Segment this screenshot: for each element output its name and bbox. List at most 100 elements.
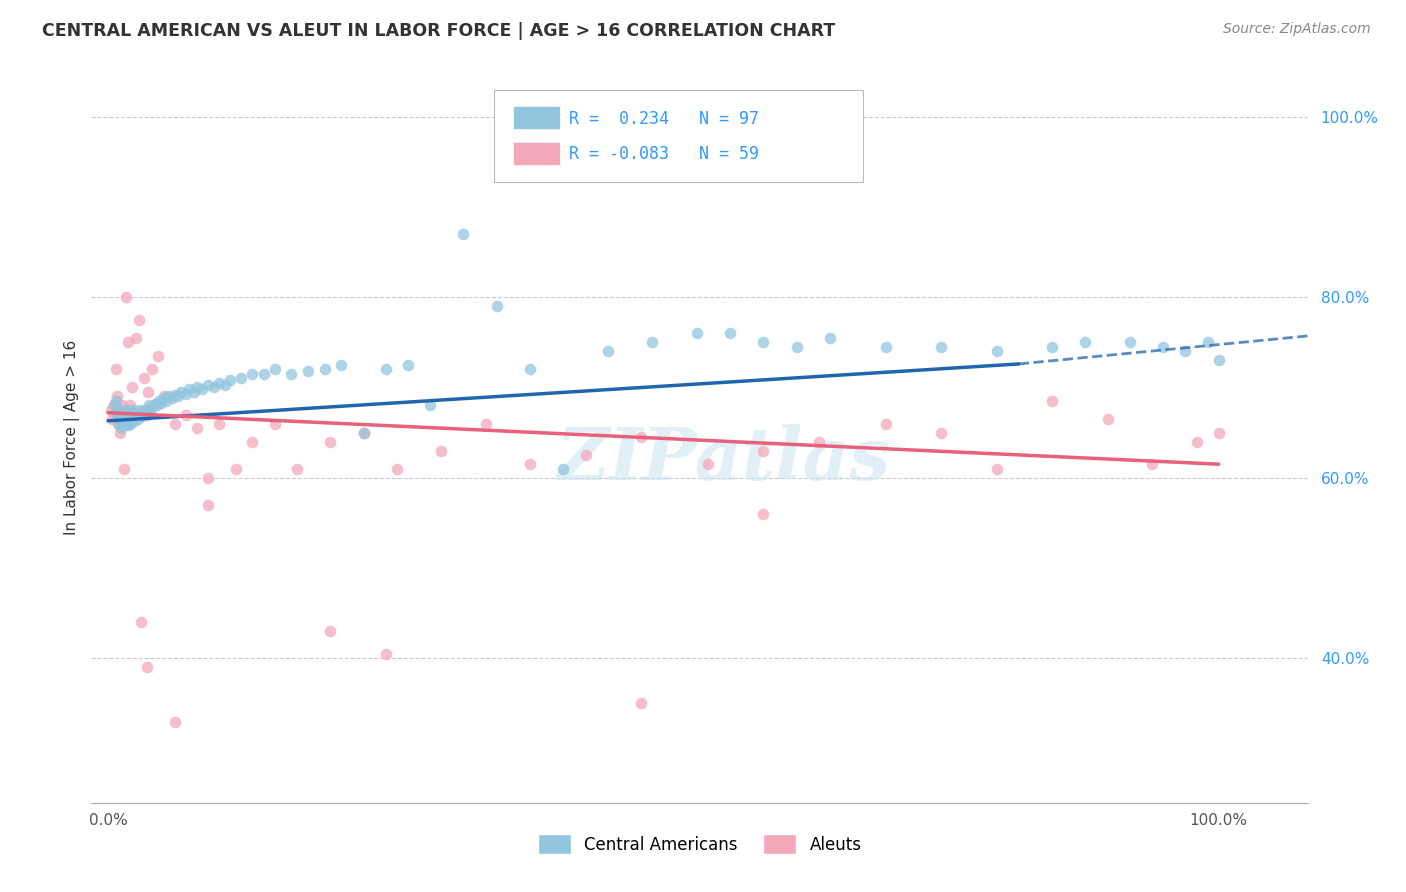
- Point: [104, 394, 127, 409]
- Point: [163, 417, 186, 431]
- Point: [285, 461, 308, 475]
- Point: [111, 399, 134, 413]
- Point: [197, 498, 219, 512]
- Point: [174, 386, 197, 401]
- Point: [139, 406, 162, 420]
- Point: [641, 335, 664, 350]
- Point: [1208, 425, 1230, 440]
- Point: [630, 430, 652, 444]
- Text: CENTRAL AMERICAN VS ALEUT IN LABOR FORCE | AGE > 16 CORRELATION CHART: CENTRAL AMERICAN VS ALEUT IN LABOR FORCE…: [42, 22, 835, 40]
- Point: [141, 401, 163, 415]
- Point: [252, 367, 274, 381]
- Point: [170, 384, 193, 399]
- Point: [134, 406, 156, 420]
- Point: [146, 399, 169, 413]
- Point: [519, 457, 541, 471]
- Point: [786, 340, 808, 354]
- Point: [108, 417, 131, 431]
- Point: [125, 406, 148, 420]
- Point: [128, 312, 150, 326]
- Legend: Central Americans, Aleuts: Central Americans, Aleuts: [531, 828, 868, 860]
- Point: [208, 417, 231, 431]
- Point: [162, 391, 184, 405]
- Point: [179, 382, 201, 396]
- Point: [453, 227, 475, 241]
- Point: [118, 412, 141, 426]
- Point: [191, 382, 214, 396]
- Point: [110, 425, 132, 440]
- Point: [117, 406, 139, 420]
- Point: [104, 408, 127, 422]
- Point: [929, 425, 952, 440]
- Point: [115, 408, 138, 422]
- Point: [208, 376, 231, 390]
- Point: [121, 403, 143, 417]
- Point: [110, 408, 132, 422]
- Point: [157, 389, 180, 403]
- Point: [202, 380, 225, 394]
- Text: ZIPatlas: ZIPatlas: [557, 424, 891, 494]
- Point: [575, 448, 598, 462]
- Point: [280, 367, 302, 381]
- Point: [1152, 340, 1174, 354]
- Point: [1197, 335, 1219, 350]
- Point: [330, 358, 353, 372]
- Point: [117, 418, 139, 433]
- Y-axis label: In Labor Force | Age > 16: In Labor Force | Age > 16: [65, 340, 80, 534]
- Point: [319, 434, 342, 449]
- Point: [108, 403, 131, 417]
- Point: [107, 417, 129, 431]
- Point: [114, 412, 136, 426]
- Point: [186, 380, 208, 394]
- Point: [1208, 353, 1230, 368]
- Point: [120, 414, 142, 428]
- Point: [135, 660, 157, 674]
- Point: [110, 409, 132, 424]
- Point: [104, 362, 127, 376]
- Point: [214, 377, 236, 392]
- Point: [117, 335, 139, 350]
- Point: [430, 443, 453, 458]
- Point: [131, 406, 153, 420]
- Point: [131, 409, 153, 424]
- Point: [197, 377, 219, 392]
- Point: [132, 403, 155, 417]
- Point: [314, 362, 336, 376]
- Point: [385, 461, 408, 475]
- Point: [125, 409, 148, 424]
- Point: [630, 697, 652, 711]
- Point: [122, 414, 145, 428]
- Point: [986, 461, 1008, 475]
- Point: [111, 406, 134, 420]
- Point: [875, 417, 897, 431]
- Point: [1140, 457, 1163, 471]
- Point: [120, 417, 142, 431]
- Point: [132, 371, 155, 385]
- Point: [136, 384, 159, 399]
- Point: [163, 387, 186, 401]
- Point: [1074, 335, 1097, 350]
- Point: [186, 421, 208, 435]
- Point: [263, 362, 285, 376]
- Point: [138, 399, 160, 413]
- Point: [1040, 394, 1063, 409]
- Point: [242, 367, 264, 381]
- Point: [103, 399, 125, 413]
- Point: [183, 384, 205, 399]
- Point: [107, 403, 129, 417]
- Point: [752, 443, 775, 458]
- Point: [131, 615, 153, 630]
- Point: [1119, 335, 1142, 350]
- Point: [114, 409, 136, 424]
- Point: [114, 290, 136, 304]
- Point: [374, 362, 396, 376]
- Point: [110, 412, 132, 426]
- Point: [929, 340, 952, 354]
- Point: [1174, 344, 1197, 359]
- Point: [197, 471, 219, 485]
- Point: [125, 331, 148, 345]
- Point: [152, 391, 174, 405]
- Point: [155, 394, 177, 409]
- Point: [1097, 412, 1119, 426]
- Point: [167, 389, 190, 403]
